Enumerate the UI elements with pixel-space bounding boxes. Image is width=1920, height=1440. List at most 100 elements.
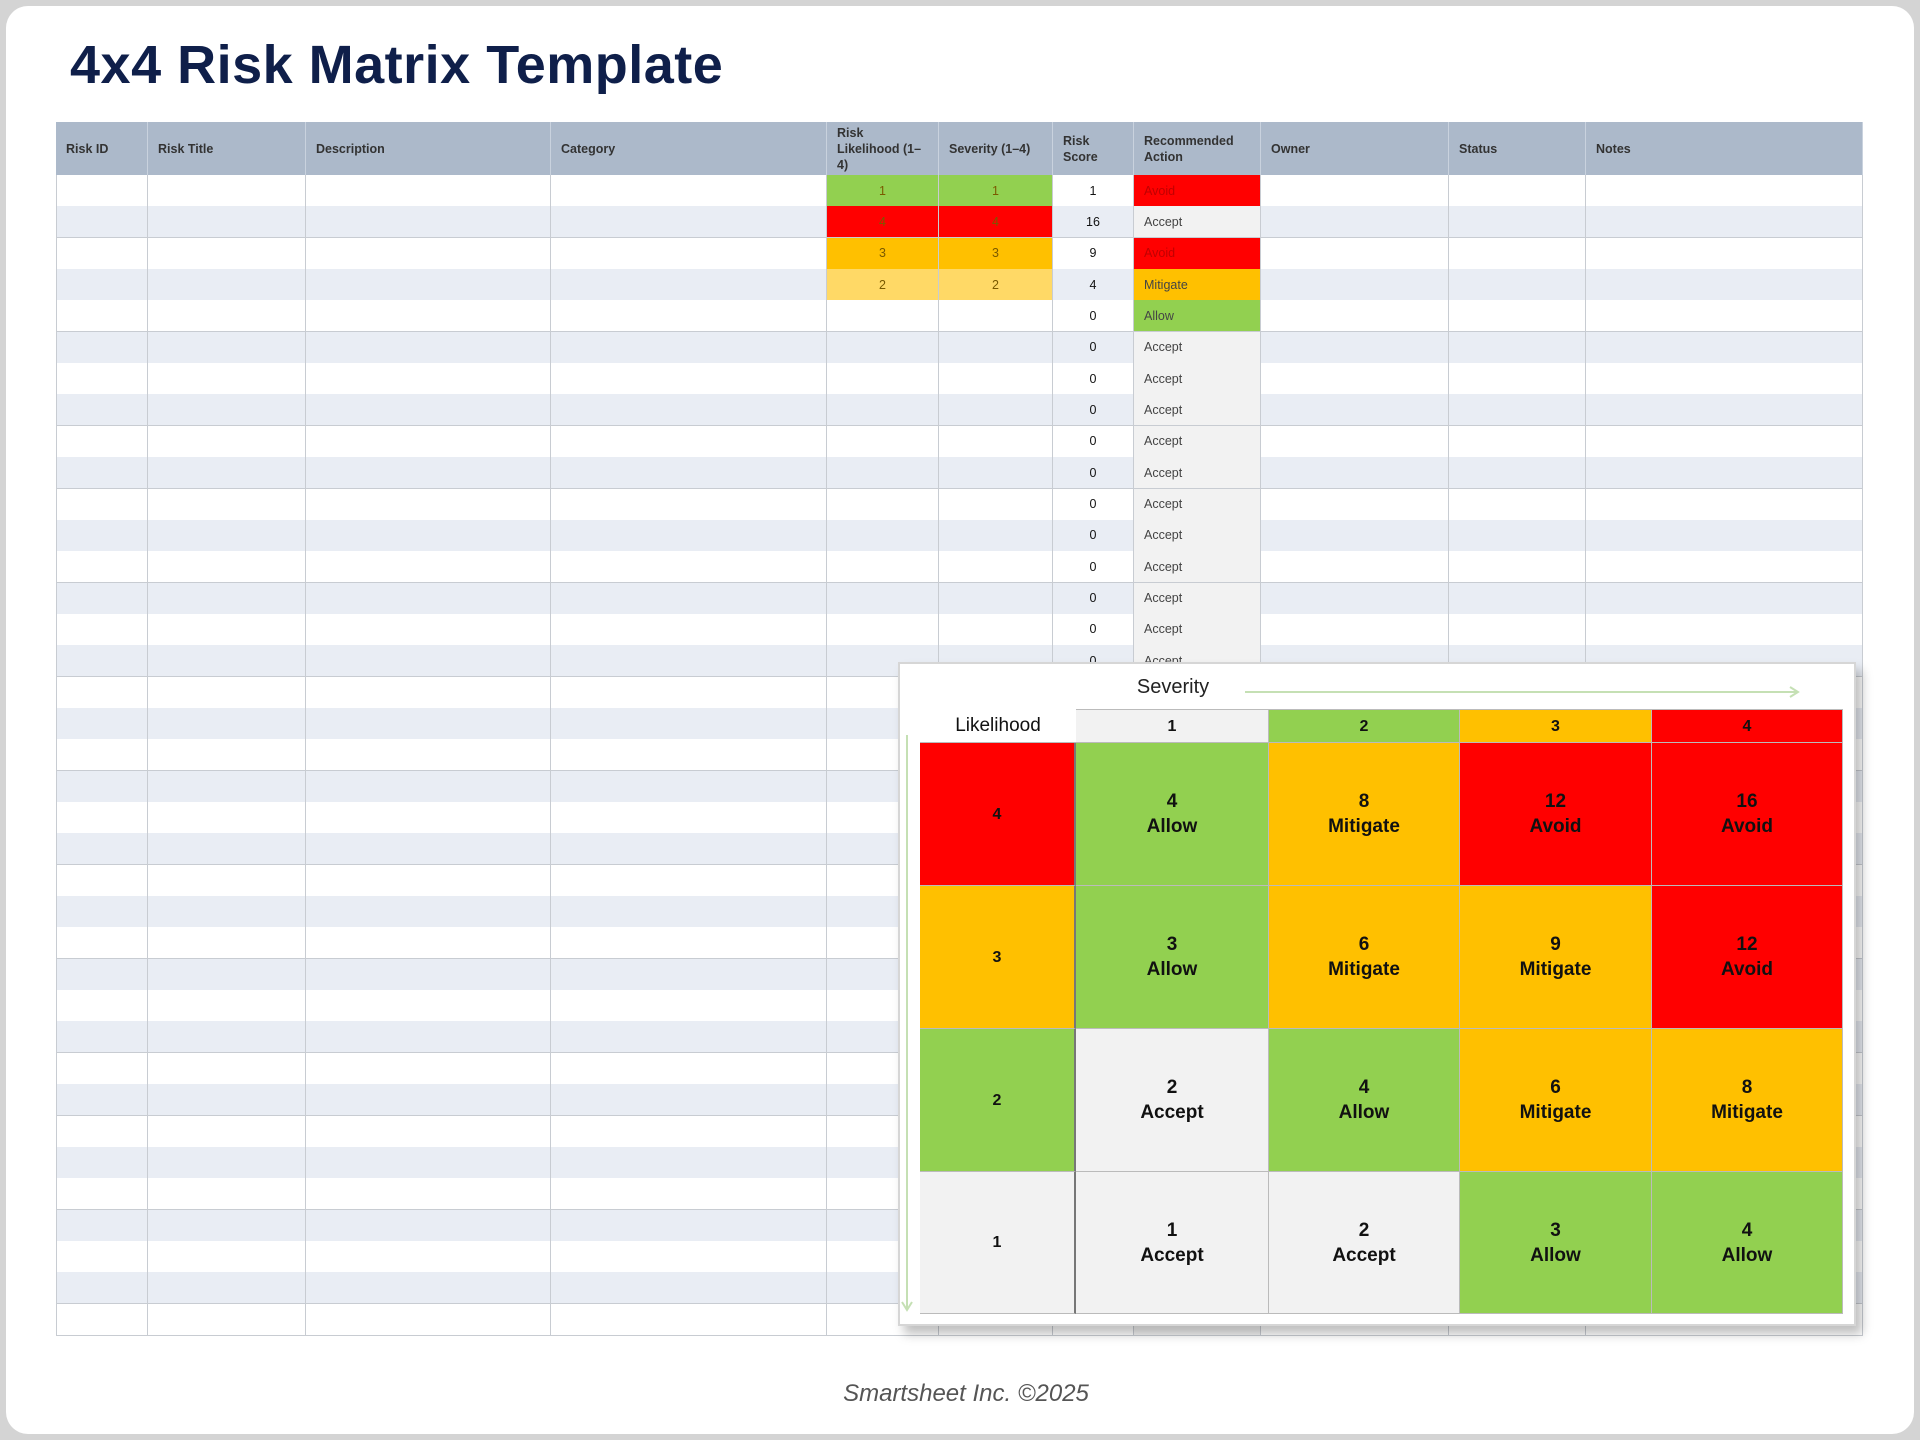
table-cell <box>148 1303 306 1336</box>
table-cell <box>306 645 551 678</box>
table-cell <box>306 1084 551 1117</box>
table-cell <box>306 707 551 740</box>
table-cell <box>1586 206 1863 239</box>
table-cell: 1 <box>1053 175 1134 207</box>
table-cell <box>306 1303 551 1336</box>
table-cell: Accept <box>1134 425 1261 458</box>
table-cell: 2 <box>827 269 939 302</box>
table-cell <box>148 645 306 678</box>
matrix-action: Allow <box>1530 1244 1581 1266</box>
table-cell <box>148 1209 306 1242</box>
table-cell <box>551 300 827 333</box>
matrix-action: Avoid <box>1529 816 1582 837</box>
table-cell <box>827 519 939 552</box>
matrix-cell: 12 Avoid <box>1652 886 1843 1029</box>
table-cell: 0 <box>1053 300 1134 333</box>
table-cell: Accept <box>1134 551 1261 584</box>
table-cell: Accept <box>1134 457 1261 490</box>
table-cell <box>56 1084 148 1117</box>
table-cell <box>56 1240 148 1273</box>
table-cell <box>306 206 551 239</box>
table-cell <box>551 645 827 678</box>
sheet: 4x4 Risk Matrix Template Smartsheet Inc.… <box>6 6 1914 1434</box>
table-cell <box>148 1240 306 1273</box>
table-cell: Avoid <box>1134 175 1261 207</box>
table-cell <box>1261 488 1449 521</box>
table-cell <box>148 237 306 270</box>
table-cell: 0 <box>1053 582 1134 615</box>
table-cell <box>1449 519 1586 552</box>
table-cell <box>1261 613 1449 646</box>
table-cell <box>1586 237 1863 270</box>
matrix-cell: 12 Avoid <box>1460 743 1652 886</box>
table-cell <box>551 990 827 1023</box>
table-cell <box>1261 237 1449 270</box>
table-cell <box>306 551 551 584</box>
table-cell <box>827 582 939 615</box>
table-cell <box>939 457 1053 490</box>
matrix-action: Accept <box>1140 1244 1204 1266</box>
matrix-action: Avoid <box>1720 816 1774 837</box>
severity-level: 2 <box>1269 709 1460 743</box>
table-cell <box>306 739 551 772</box>
table-cell <box>306 1240 551 1273</box>
table-cell <box>1586 394 1863 427</box>
table-cell <box>827 425 939 458</box>
table-cell <box>148 1272 306 1305</box>
matrix-cell: 2 Accept <box>1076 1029 1269 1172</box>
table-cell <box>56 519 148 552</box>
table-cell: 1 <box>939 175 1053 207</box>
table-cell <box>306 864 551 897</box>
table-cell <box>56 331 148 364</box>
matrix-score: 8 <box>1358 791 1370 812</box>
table-cell <box>1261 331 1449 364</box>
matrix-action: Allow <box>1146 959 1198 980</box>
table-cell <box>56 990 148 1023</box>
likelihood-level: 2 <box>920 1029 1076 1172</box>
table-cell <box>1449 551 1586 584</box>
table-cell <box>1261 363 1449 396</box>
table-cell <box>1586 425 1863 458</box>
table-cell <box>939 519 1053 552</box>
table-cell: 0 <box>1053 425 1134 458</box>
table-cell <box>56 1303 148 1336</box>
table-cell <box>148 425 306 458</box>
table-cell <box>306 582 551 615</box>
table-cell <box>148 896 306 929</box>
matrix-score: 12 <box>1736 934 1758 955</box>
table-cell <box>939 613 1053 646</box>
table-cell <box>148 802 306 834</box>
column-header: Category <box>551 122 827 175</box>
table-cell <box>148 175 306 207</box>
matrix-action: Allow <box>1721 1244 1773 1266</box>
table-cell <box>827 457 939 490</box>
table-cell: Accept <box>1134 394 1261 427</box>
column-header: Recommended Action <box>1134 122 1261 175</box>
table-cell <box>56 394 148 427</box>
matrix-cell: 4 Allow <box>1076 743 1269 886</box>
table-cell <box>827 363 939 396</box>
table-cell <box>827 488 939 521</box>
table-cell <box>551 958 827 991</box>
table-cell <box>1449 457 1586 490</box>
risk-matrix: Severity Likelihood 1 2 3 4 4 4 Allow 8 Mitigate 12… <box>898 662 1856 1326</box>
table-cell <box>306 457 551 490</box>
likelihood-level: 4 <box>920 743 1076 886</box>
table-cell <box>827 551 939 584</box>
table-cell <box>56 269 148 302</box>
table-cell <box>551 707 827 740</box>
column-header: Risk Likelihood (1–4) <box>827 122 939 175</box>
table-cell <box>148 676 306 709</box>
table-cell <box>551 1240 827 1273</box>
likelihood-level: 1 <box>920 1172 1076 1314</box>
table-cell <box>148 1146 306 1179</box>
table-cell <box>148 269 306 302</box>
column-header: Risk Score <box>1053 122 1134 175</box>
table-cell <box>306 269 551 302</box>
table-cell <box>56 488 148 521</box>
table-cell: 0 <box>1053 394 1134 427</box>
table-cell <box>1586 488 1863 521</box>
table-cell <box>306 363 551 396</box>
table-cell <box>148 1084 306 1117</box>
table-cell: 0 <box>1053 551 1134 584</box>
